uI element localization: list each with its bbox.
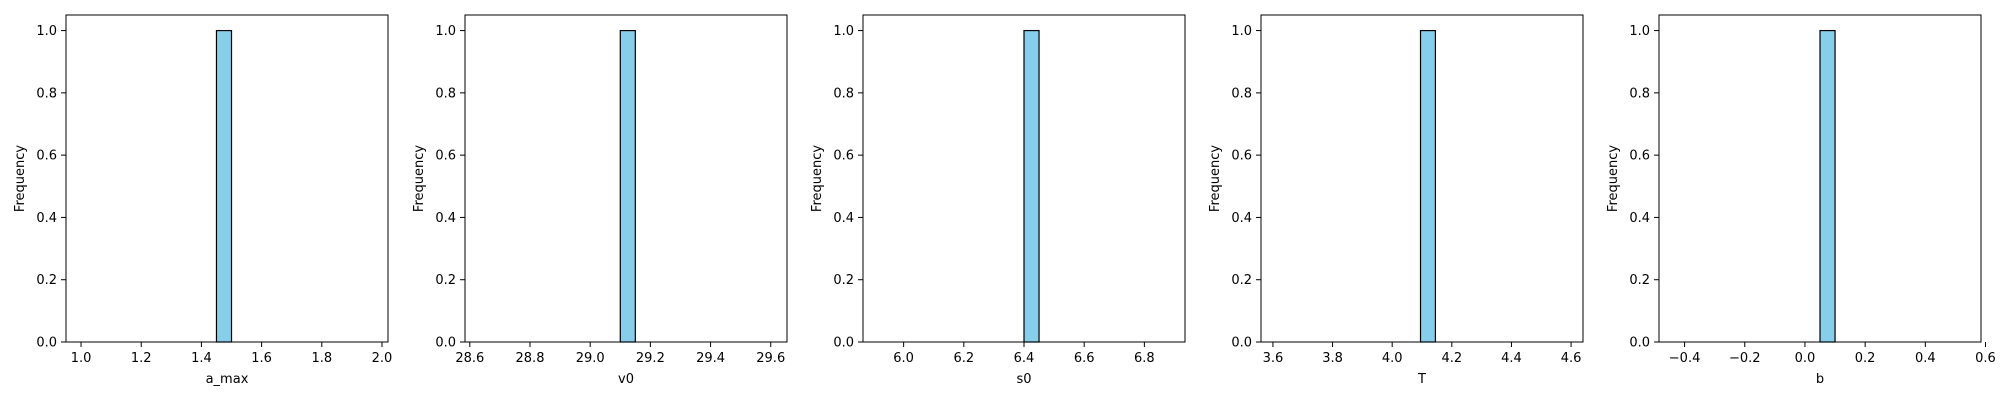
x-tick-label: 3.8 bbox=[1322, 351, 1343, 366]
x-tick-label: 6.0 bbox=[893, 351, 914, 366]
x-axis-label: v0 bbox=[618, 372, 634, 387]
y-tick-label: 0.2 bbox=[833, 273, 854, 288]
y-tick-label: 0.0 bbox=[1629, 336, 1650, 351]
y-tick-label: 0.8 bbox=[435, 86, 456, 101]
x-tick-label: 4.0 bbox=[1382, 351, 1403, 366]
y-tick-label: 0.8 bbox=[1231, 86, 1252, 101]
x-tick-label: 4.2 bbox=[1441, 351, 1462, 366]
x-tick-label: 4.6 bbox=[1561, 351, 1582, 366]
x-tick-label: 1.8 bbox=[311, 351, 332, 366]
y-tick-label: 0.4 bbox=[1629, 211, 1650, 226]
x-tick-label: 6.2 bbox=[953, 351, 974, 366]
y-tick-label: 1.0 bbox=[833, 24, 854, 39]
histogram-bar bbox=[619, 29, 636, 343]
y-tick-label: 0.4 bbox=[435, 211, 456, 226]
x-tick-label: 6.6 bbox=[1074, 351, 1095, 366]
y-tick-label: 0.6 bbox=[36, 149, 57, 164]
y-tick-label: 0.4 bbox=[1231, 211, 1252, 226]
y-axis-label: Frequency bbox=[810, 145, 825, 212]
y-tick-label: 0.0 bbox=[1231, 336, 1252, 351]
y-tick-label: 0.8 bbox=[1629, 86, 1650, 101]
x-tick-label: 0.4 bbox=[1915, 351, 1936, 366]
x-axis-label: b bbox=[1816, 372, 1824, 387]
x-tick-label: 1.6 bbox=[251, 351, 272, 366]
y-tick-label: 0.0 bbox=[36, 336, 57, 351]
x-tick-label: 1.4 bbox=[191, 351, 212, 366]
x-tick-label: 0.6 bbox=[1975, 351, 1996, 366]
x-tick-label: 29.6 bbox=[756, 351, 785, 366]
x-tick-label: −0.4 bbox=[1669, 351, 1701, 366]
histogram-panel-5: −0.4 −0.2 0.0 0.2 0.4 0.6 0.0 0.2 0.4 0.6 0.8 1.0 b F… bbox=[1606, 14, 1996, 387]
y-axis-label: Frequency bbox=[13, 145, 28, 212]
histogram-bar bbox=[1023, 29, 1040, 343]
x-tick-label: 29.2 bbox=[636, 351, 665, 366]
x-tick-label: 1.0 bbox=[71, 351, 92, 366]
y-axis-label: Frequency bbox=[1208, 145, 1223, 212]
plot-frame bbox=[1658, 14, 1982, 343]
histogram-bar bbox=[1819, 29, 1836, 343]
y-tick-label: 0.0 bbox=[833, 336, 854, 351]
y-tick-label: 0.6 bbox=[833, 149, 854, 164]
plot-frame bbox=[65, 14, 389, 343]
histogram-panel-4: 3.6 3.8 4.0 4.2 4.4 4.6 0.0 0.2 0.4 0.6 0.8 1.0 T Fre… bbox=[1208, 14, 1584, 387]
y-axis-label: Frequency bbox=[1606, 145, 1621, 212]
x-tick-label: 28.6 bbox=[455, 351, 484, 366]
y-tick-label: 0.2 bbox=[36, 273, 57, 288]
x-axis-label: s0 bbox=[1016, 372, 1031, 387]
y-tick-label: 0.6 bbox=[1231, 149, 1252, 164]
x-tick-label: 29.0 bbox=[576, 351, 605, 366]
x-tick-label: 6.8 bbox=[1134, 351, 1155, 366]
x-tick-label: 0.2 bbox=[1855, 351, 1876, 366]
histogram-bar bbox=[215, 29, 233, 343]
histogram-panel-3: 6.0 6.2 6.4 6.6 6.8 0.0 0.2 0.4 0.6 0.8 1.0 s0 Frequ… bbox=[810, 14, 1186, 387]
x-tick-label: −0.2 bbox=[1729, 351, 1761, 366]
histogram-panel-1: 1.0 1.2 1.4 1.6 1.8 2.0 0.0 0.2 0.4 0.6 0.8 1.0 a_ma… bbox=[13, 14, 393, 387]
x-tick-label: 3.6 bbox=[1263, 351, 1284, 366]
histogram-bar bbox=[1419, 29, 1437, 343]
x-tick-label: 1.2 bbox=[131, 351, 152, 366]
y-tick-label: 1.0 bbox=[36, 24, 57, 39]
y-tick-label: 0.2 bbox=[1231, 273, 1252, 288]
histogram-panel-2: 28.6 28.8 29.0 29.2 29.4 29.6 0.0 0.2 0.4 0.6 0.8 1… bbox=[412, 14, 788, 387]
x-axis-label: a_max bbox=[206, 372, 249, 387]
plot-frame bbox=[1260, 14, 1584, 343]
plot-frame bbox=[464, 14, 788, 343]
x-tick-label: 4.4 bbox=[1501, 351, 1522, 366]
x-axis-label: T bbox=[1417, 372, 1426, 387]
y-tick-label: 0.6 bbox=[435, 149, 456, 164]
y-axis-label: Frequency bbox=[412, 145, 427, 212]
y-tick-label: 0.0 bbox=[435, 336, 456, 351]
y-tick-label: 1.0 bbox=[435, 24, 456, 39]
y-tick-label: 0.8 bbox=[833, 86, 854, 101]
x-tick-label: 29.4 bbox=[696, 351, 725, 366]
y-tick-label: 1.0 bbox=[1231, 24, 1252, 39]
x-tick-label: 28.8 bbox=[516, 351, 545, 366]
y-tick-label: 0.2 bbox=[1629, 273, 1650, 288]
y-tick-label: 0.8 bbox=[36, 86, 57, 101]
y-tick-label: 0.4 bbox=[833, 211, 854, 226]
x-tick-label: 2.0 bbox=[372, 351, 393, 366]
y-tick-label: 1.0 bbox=[1629, 24, 1650, 39]
x-tick-label: 0.0 bbox=[1795, 351, 1816, 366]
y-tick-label: 0.4 bbox=[36, 211, 57, 226]
y-tick-label: 0.2 bbox=[435, 273, 456, 288]
y-tick-label: 0.6 bbox=[1629, 149, 1650, 164]
x-tick-label: 6.4 bbox=[1014, 351, 1035, 366]
